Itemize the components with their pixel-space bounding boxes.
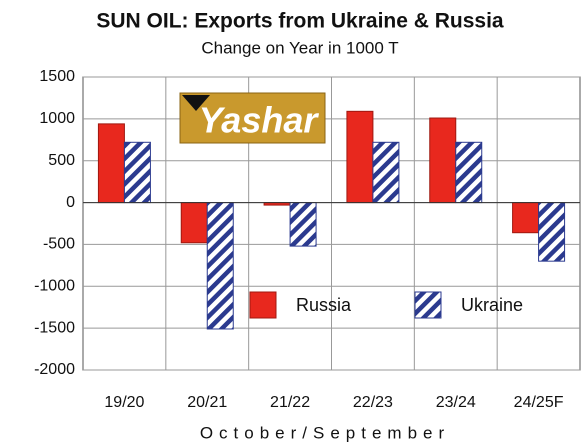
x-tick-label: 23/24 bbox=[436, 394, 476, 411]
y-tick-label: -1500 bbox=[34, 319, 75, 336]
y-tick-label: -1000 bbox=[34, 278, 75, 295]
y-tick-label: 1000 bbox=[39, 110, 75, 127]
y-tick-label: 500 bbox=[48, 152, 75, 169]
logo-text: Yashar bbox=[199, 100, 320, 141]
bar bbox=[289, 202, 317, 247]
bar bbox=[206, 202, 234, 330]
bar bbox=[455, 141, 483, 204]
chart-title: SUN OIL: Exports from Ukraine & Russia bbox=[96, 10, 504, 33]
y-tick-label: -500 bbox=[43, 236, 75, 253]
logo-mark bbox=[182, 95, 210, 111]
bar bbox=[538, 202, 566, 262]
y-tick-label: -2000 bbox=[34, 361, 75, 378]
x-tick-label: 21/22 bbox=[270, 394, 310, 411]
x-tick-label: 19/20 bbox=[104, 394, 144, 411]
x-axis-label: October/September bbox=[200, 423, 450, 442]
x-tick-label: 24/25F bbox=[514, 394, 564, 411]
legend-label: Ukraine bbox=[461, 295, 523, 315]
bar bbox=[97, 123, 125, 204]
x-tick-label: 20/21 bbox=[187, 394, 227, 411]
bar bbox=[372, 141, 400, 204]
legend-swatch bbox=[414, 291, 442, 319]
bar bbox=[512, 202, 540, 234]
chart-subtitle: Change on Year in 1000 T bbox=[201, 38, 398, 57]
legend-label: Russia bbox=[296, 295, 352, 315]
bar bbox=[180, 202, 208, 244]
bar bbox=[429, 117, 457, 204]
bar bbox=[346, 110, 374, 204]
bar bbox=[123, 141, 151, 204]
y-tick-label: 1500 bbox=[39, 68, 75, 85]
x-tick-label: 22/23 bbox=[353, 394, 393, 411]
y-tick-label: 0 bbox=[66, 194, 75, 211]
legend-swatch bbox=[249, 291, 277, 319]
